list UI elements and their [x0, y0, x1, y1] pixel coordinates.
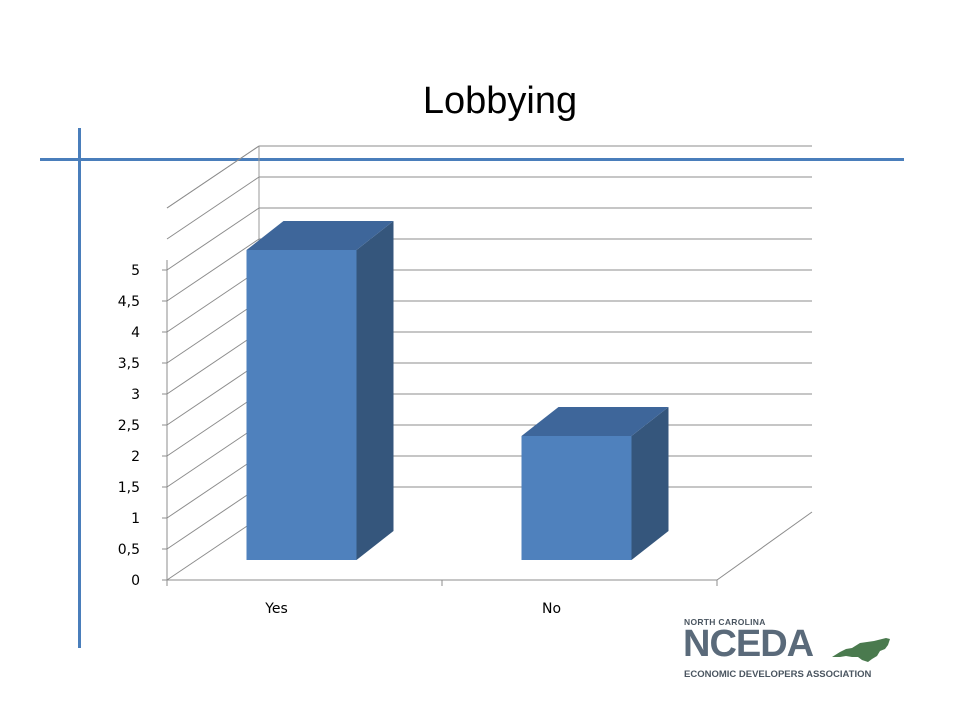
bar-side-face — [356, 221, 394, 560]
side-gridline — [166, 238, 260, 302]
bar-front-face — [521, 436, 632, 560]
chart-axes — [162, 260, 718, 586]
logo-main-text: NCEDA — [683, 623, 814, 665]
y-tick-label: 1,5 — [118, 480, 140, 496]
nceda-logo: NORTH CAROLINA NCEDA ECONOMIC DEVELOPERS… — [683, 617, 906, 683]
side-gridline — [166, 269, 260, 333]
side-gridline — [166, 176, 260, 240]
floor-right-edge — [716, 511, 813, 581]
y-tick-label: 0,5 — [118, 542, 140, 558]
x-tick-label: No — [542, 601, 561, 617]
y-tick-label: 3 — [131, 387, 140, 403]
side-gridline — [166, 145, 260, 209]
bar-front-face — [246, 250, 357, 560]
y-tick-label: 4 — [131, 325, 140, 341]
vertical-accent-rule — [78, 128, 81, 648]
y-axis-tick-labels: 0 0,5 1 1,5 2 2,5 3 3,5 4 4,5 5 — [118, 263, 140, 589]
side-gridline — [166, 517, 260, 581]
side-gridline — [166, 300, 260, 364]
x-axis-tick-labels: Yes No — [264, 601, 561, 617]
bar — [246, 221, 394, 560]
side-gridline — [166, 207, 260, 271]
bar-top-face — [246, 221, 394, 250]
bar-top-face — [521, 407, 669, 436]
y-tick-label: 0 — [131, 573, 140, 589]
north-carolina-map-icon — [832, 638, 890, 662]
side-gridline — [166, 331, 260, 395]
chart-bars — [246, 221, 669, 560]
y-tick-label: 3,5 — [118, 356, 140, 372]
logo-top-text: NORTH CAROLINA — [684, 617, 766, 627]
y-tick-label: 1 — [131, 511, 140, 527]
side-gridline — [166, 393, 260, 457]
y-tick-label: 5 — [131, 263, 140, 279]
horizontal-accent-rule — [40, 158, 904, 161]
x-tick-label: Yes — [264, 601, 288, 617]
y-tick-label: 2 — [131, 449, 140, 465]
bar — [521, 407, 669, 560]
side-gridline — [166, 486, 260, 550]
chart-title: Lobbying — [422, 80, 578, 122]
side-gridline — [166, 362, 260, 426]
side-gridline — [166, 455, 260, 519]
bar-side-face — [631, 407, 669, 560]
y-tick-label: 4,5 — [118, 294, 140, 310]
side-gridline — [166, 424, 260, 488]
logo-bottom-text: ECONOMIC DEVELOPERS ASSOCIATION — [684, 669, 872, 680]
y-tick-label: 2,5 — [118, 418, 140, 434]
